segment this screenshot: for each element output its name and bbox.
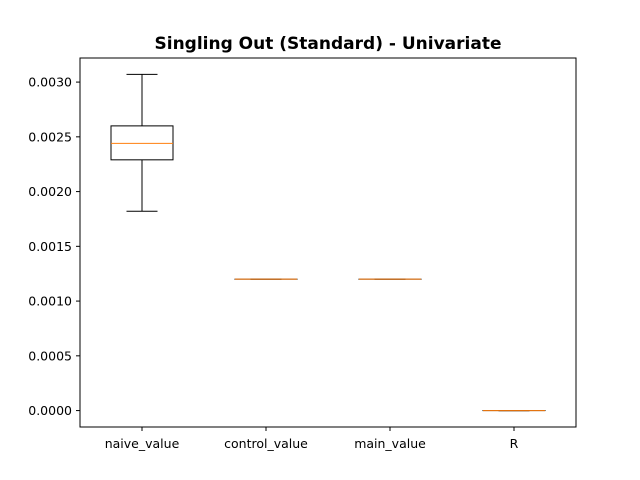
y-tick-label: 0.0020 xyxy=(28,184,72,199)
y-tick-label: 0.0015 xyxy=(28,239,72,254)
box-group-naive-value xyxy=(110,73,174,212)
x-tick-label: control_value xyxy=(224,436,308,451)
y-tick-label: 0.0005 xyxy=(28,348,72,363)
y-tick-label: 0.0025 xyxy=(28,129,72,144)
chart-title: Singling Out (Standard) - Univariate xyxy=(155,34,502,54)
x-tick-label: R xyxy=(510,436,519,451)
y-tick-label: 0.0010 xyxy=(28,294,72,309)
y-tick-label: 0.0000 xyxy=(28,403,72,418)
x-tick-label: main_value xyxy=(354,436,426,451)
plot-area-frame xyxy=(79,57,577,428)
x-tick-label: naive_value xyxy=(105,436,180,451)
y-tick-label: 0.0030 xyxy=(28,75,72,90)
box xyxy=(110,125,174,161)
